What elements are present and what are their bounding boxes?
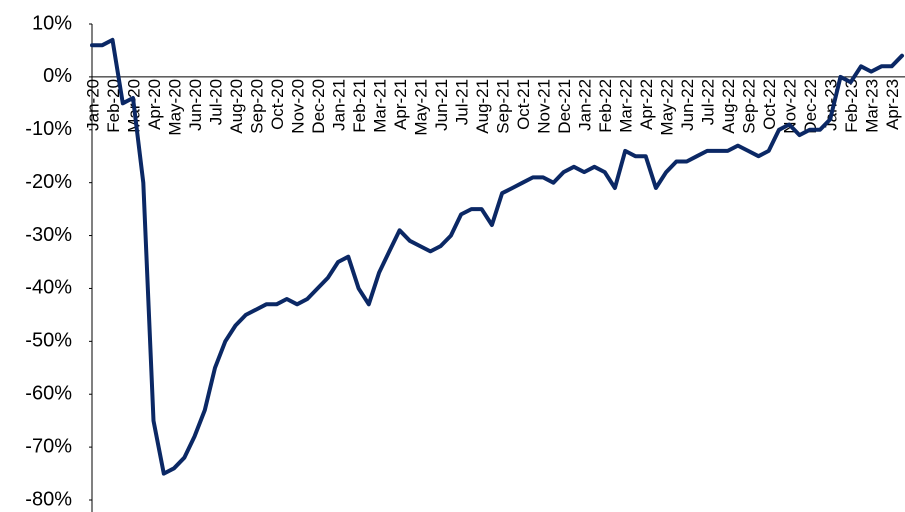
x-tick-label: Oct-21 [514,79,533,130]
x-tick-label: Jun-22 [678,79,697,131]
x-tick-label: Aug-20 [227,79,246,134]
x-tick-label: Sep-20 [248,79,267,134]
x-tick-label: Jun-20 [186,79,205,131]
x-tick-label: Nov-21 [535,79,554,134]
x-tick-label: Feb-20 [104,79,123,133]
x-tick-label: Feb-22 [596,79,615,133]
x-tick-label: Jul-20 [207,79,226,125]
x-tick-label: Mar-22 [617,79,636,133]
x-tick-label: Aug-22 [719,79,738,134]
x-tick-label: Jul-21 [453,79,472,125]
y-tick-label: -80% [25,488,72,510]
x-tick-label: Apr-22 [637,79,656,130]
x-tick-label: Dec-21 [555,79,574,134]
x-tick-label: Jan-20 [83,79,102,131]
x-tick-label: Jul-22 [699,79,718,125]
x-tick-label: Dec-20 [309,79,328,134]
y-tick-label: -30% [25,224,72,246]
x-tick-label: Feb-21 [350,79,369,133]
y-tick-label: -60% [25,383,72,405]
y-tick-label: -10% [25,118,72,140]
data-line [90,37,904,476]
x-tick-label: Oct-20 [268,79,287,130]
x-tick-label: Nov-20 [289,79,308,134]
x-tick-label: Nov-22 [781,79,800,134]
x-tick-label: Jan-21 [330,79,349,131]
x-tick-label: Dec-22 [801,79,820,134]
x-tick-label: Apr-20 [145,79,164,130]
x-tick-label: Apr-23 [883,79,902,130]
x-tick-label: Mar-23 [863,79,882,133]
x-tick-label: Apr-21 [391,79,410,130]
x-tick-label: Mar-21 [371,79,390,133]
y-tick-label: -40% [25,277,72,299]
x-tick-label: May-20 [166,79,185,136]
x-tick-label: Sep-21 [494,79,513,134]
x-tick-label: Oct-22 [760,79,779,130]
y-tick-label: 0% [43,65,72,87]
x-tick-label: Sep-22 [740,79,759,134]
x-tick-label: Feb-23 [842,79,861,133]
x-tick-label: Jan-22 [576,79,595,131]
x-tick-label: May-21 [412,79,431,136]
y-tick-label: 10% [32,12,72,34]
y-tick-label: -70% [25,435,72,457]
x-tick-label: Aug-21 [473,79,492,134]
y-tick-label: -50% [25,330,72,352]
x-tick-label: May-22 [658,79,677,136]
x-tick-label: Jun-21 [432,79,451,131]
y-tick-label: -20% [25,171,72,193]
